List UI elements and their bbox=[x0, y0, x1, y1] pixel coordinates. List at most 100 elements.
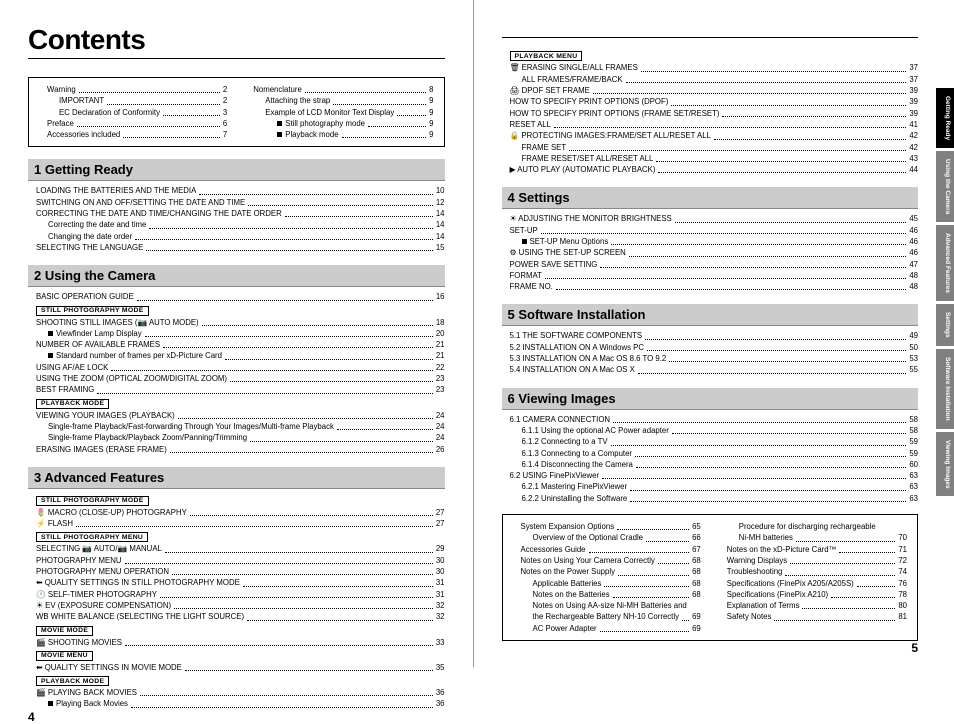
toc-label: Troubleshooting bbox=[727, 566, 783, 577]
toc-row: Still photography mode9 bbox=[245, 118, 433, 129]
section-heading: 1 Getting Ready bbox=[28, 159, 445, 181]
toc-label: 6.1.3 Connecting to a Computer bbox=[522, 448, 633, 459]
side-tab[interactable]: Getting Ready bbox=[936, 88, 954, 148]
toc-page: 27 bbox=[436, 507, 445, 518]
toc-label: FRAME RESET/SET ALL/RESET ALL bbox=[522, 153, 654, 164]
toc-row: EC Declaration of Conformity3 bbox=[39, 107, 227, 118]
toc-label: NUMBER OF AVAILABLE FRAMES bbox=[36, 339, 160, 350]
side-tab[interactable]: Viewing Images bbox=[936, 432, 954, 497]
toc-row: ▶ AUTO PLAY (AUTOMATIC PLAYBACK)44 bbox=[502, 164, 919, 175]
toc-page: 14 bbox=[436, 208, 445, 219]
toc-page: 2 bbox=[223, 84, 227, 95]
side-tab[interactable]: Software Installation bbox=[936, 349, 954, 429]
toc-row: 5.1 THE SOFTWARE COMPONENTS49 bbox=[502, 330, 919, 341]
toc-row: BASIC OPERATION GUIDE16 bbox=[28, 291, 445, 302]
toc-label: ⚙ USING THE SET-UP SCREEN bbox=[510, 247, 626, 258]
toc-row: Standard number of frames per xD-Picture… bbox=[28, 350, 445, 361]
toc-page: 58 bbox=[909, 425, 918, 436]
toc-page: 31 bbox=[436, 589, 445, 600]
side-tab[interactable]: Using the Camera bbox=[936, 151, 954, 222]
toc-list: STILL PHOTOGRAPHY MODE🌷 MACRO (CLOSE-UP)… bbox=[28, 493, 445, 710]
toc-label: IMPORTANT bbox=[59, 95, 104, 106]
toc-page: 9 bbox=[429, 107, 433, 118]
toc-label: SELECTING 📷 AUTO/📷 MANUAL bbox=[36, 543, 162, 554]
toc-row: FRAME SET42 bbox=[502, 142, 919, 153]
toc-page: 47 bbox=[909, 259, 918, 270]
toc-label: Playback mode bbox=[277, 129, 338, 140]
toc-row: 🎬 PLAYING BACK MOVIES36 bbox=[28, 687, 445, 698]
toc-page: 72 bbox=[898, 555, 907, 566]
section-title: 3 Advanced Features bbox=[28, 467, 445, 489]
toc-label: ⬅ QUALITY SETTINGS IN STILL PHOTOGRAPHY … bbox=[36, 577, 240, 588]
toc-page: 37 bbox=[909, 62, 918, 73]
toc-label: Safety Notes bbox=[727, 611, 772, 622]
toc-page: 80 bbox=[898, 600, 907, 611]
toc-label: Notes on the xD-Picture Card™ bbox=[727, 544, 837, 555]
toc-row: ☀ EV (EXPOSURE COMPENSATION)32 bbox=[28, 600, 445, 611]
section-heading: 6 Viewing Images bbox=[502, 388, 919, 410]
section-heading: 2 Using the Camera bbox=[28, 265, 445, 287]
toc-page: 44 bbox=[909, 164, 918, 175]
toc-page: 55 bbox=[909, 364, 918, 375]
toc-label: 🌷 MACRO (CLOSE-UP) PHOTOGRAPHY bbox=[36, 507, 187, 518]
toc-row: 6.2.2 Uninstalling the Software63 bbox=[502, 493, 919, 504]
toc-page: 71 bbox=[898, 544, 907, 555]
title-spacer bbox=[502, 24, 919, 38]
side-tab[interactable]: Advanced Features bbox=[936, 225, 954, 301]
toc-row: BEST FRAMING23 bbox=[28, 384, 445, 395]
section-title: 4 Settings bbox=[502, 187, 919, 209]
toc-page: 68 bbox=[692, 555, 701, 566]
toc-row: Warning2 bbox=[39, 84, 227, 95]
toc-row: 🕐 SELF-TIMER PHOTOGRAPHY31 bbox=[28, 589, 445, 600]
toc-label: POWER SAVE SETTING bbox=[510, 259, 598, 270]
toc-row: 6.1.3 Connecting to a Computer59 bbox=[502, 448, 919, 459]
toc-label: Overview of the Optional Cradle bbox=[533, 532, 644, 543]
toc-row: 🌷 MACRO (CLOSE-UP) PHOTOGRAPHY 27 bbox=[28, 507, 445, 518]
section-title: 5 Software Installation bbox=[502, 304, 919, 326]
section-title: 2 Using the Camera bbox=[28, 265, 445, 287]
toc-label: System Expansion Options bbox=[521, 521, 615, 532]
toc-page: 23 bbox=[436, 373, 445, 384]
toc-label: Nomenclature bbox=[253, 84, 302, 95]
toc-row: Playing Back Movies36 bbox=[28, 698, 445, 709]
side-tab[interactable]: Settings bbox=[936, 304, 954, 346]
toc-row: 5.2 INSTALLATION ON A Windows PC50 bbox=[502, 342, 919, 353]
toc-row: System Expansion Options65 bbox=[513, 521, 701, 532]
toc-page: 18 bbox=[436, 317, 445, 328]
section-title: 1 Getting Ready bbox=[28, 159, 445, 181]
toc-row: POWER SAVE SETTING 47 bbox=[502, 259, 919, 270]
toc-row: Warning Displays72 bbox=[719, 555, 907, 566]
toc-label: FORMAT bbox=[510, 270, 542, 281]
toc-row: Changing the date order14 bbox=[28, 231, 445, 242]
toc-row: FORMAT48 bbox=[502, 270, 919, 281]
toc-label: Notes on the Batteries bbox=[533, 589, 610, 600]
toc-label: VIEWING YOUR IMAGES (PLAYBACK) bbox=[36, 410, 175, 421]
toc-page: 14 bbox=[436, 219, 445, 230]
toc-label: Procedure for discharging rechargeable bbox=[739, 521, 876, 532]
toc-row: 🎬 SHOOTING MOVIES33 bbox=[28, 637, 445, 648]
toc-row: AC Power Adapter69 bbox=[513, 623, 701, 634]
toc-page: 69 bbox=[692, 623, 701, 634]
toc-page: 46 bbox=[909, 247, 918, 258]
toc-label: Still photography mode bbox=[277, 118, 365, 129]
toc-page: 24 bbox=[436, 410, 445, 421]
toc-page: 22 bbox=[436, 362, 445, 373]
toc-page: 66 bbox=[692, 532, 701, 543]
appendix-toc-box: System Expansion Options65Overview of th… bbox=[502, 514, 919, 641]
toc-row: ⚙ USING THE SET-UP SCREEN 46 bbox=[502, 247, 919, 258]
toc-page: 14 bbox=[436, 231, 445, 242]
toc-label: 🔒 PROTECTING IMAGES:FRAME/SET ALL/RESET … bbox=[510, 130, 711, 141]
toc-page: 3 bbox=[223, 107, 227, 118]
toc-row: HOW TO SPECIFY PRINT OPTIONS (FRAME SET/… bbox=[502, 108, 919, 119]
toc-label: Accessories included bbox=[47, 129, 120, 140]
toc-label: 6.2 USING FinePixViewer bbox=[510, 470, 600, 481]
toc-page: 45 bbox=[909, 213, 918, 224]
toc-row: Single-frame Playback/Fast-forwarding Th… bbox=[28, 421, 445, 432]
mode-tag: MOVIE MENU bbox=[36, 651, 93, 661]
toc-row: SET-UP Menu Options46 bbox=[502, 236, 919, 247]
toc-row: Procedure for discharging rechargeable bbox=[719, 521, 907, 532]
toc-page: 24 bbox=[436, 432, 445, 443]
toc-label: Notes on the Power Supply bbox=[521, 566, 615, 577]
toc-label: Preface bbox=[47, 118, 74, 129]
toc-row: SHOOTING STILL IMAGES (📷 AUTO MODE)18 bbox=[28, 317, 445, 328]
